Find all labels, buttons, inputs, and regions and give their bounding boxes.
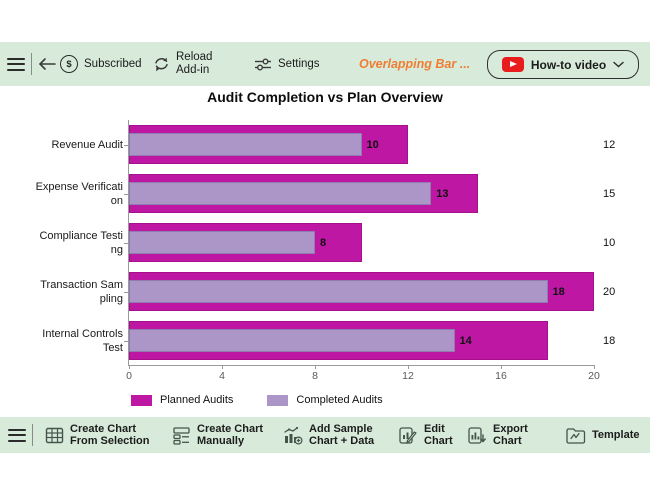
x-axis-tick-label: 4 [219,370,225,382]
edit-chart-button[interactable]: Edit Chart [398,417,453,453]
settings-sliders-icon [255,58,271,70]
planned-value-label: 18 [603,334,616,347]
x-axis-tick [222,365,223,369]
edit-chart-icon [399,426,417,444]
legend-item: Completed Audits [267,394,383,406]
planned-value-label: 20 [603,285,616,298]
youtube-icon [501,57,524,72]
subscribed-status[interactable]: $ Subscribed [60,42,142,86]
menu-icon[interactable] [8,428,26,442]
completed-bar[interactable] [129,231,315,254]
completed-value-label: 14 [459,334,472,347]
legend-label: Completed Audits [296,394,383,406]
create-chart-manually-button[interactable]: Create Chart Manually [172,417,263,453]
category-label: Expense Verificati on [35,180,123,207]
add-sample-chart-data-label: Add Sample Chart + Data [309,422,375,448]
top-menu-group [7,42,56,86]
export-chart-icon [468,426,486,444]
x-axis-tick-label: 16 [495,370,507,382]
add-sample-chart-data-button[interactable]: Add Sample Chart + Data [283,417,374,453]
chart-row: 14 18 Internal Controls Test [42,316,615,365]
x-axis-tick-label: 20 [588,370,600,382]
x-axis-tick [501,365,502,369]
chart-title: Audit Completion vs Plan Overview [207,89,443,105]
reload-icon [155,57,168,71]
completed-value-label: 10 [366,138,379,151]
category-tick [124,291,129,293]
bottom-toolbar: Create Chart From Selection Create Chart M… [0,417,650,453]
x-axis-tick [594,365,595,369]
planned-value-label: 12 [603,138,616,151]
chart-row: 8 10 Compliance Testi ng [39,218,615,267]
export-chart-button[interactable]: Export Chart [467,417,528,453]
form-layout-icon [173,426,190,445]
chart-type-title: Overlapping Bar ... [359,57,471,71]
completed-value-label: 8 [320,236,327,249]
create-chart-from-selection-label: Create Chart From Selection [70,422,150,448]
bottom-menu-group [8,417,33,453]
table-grid-icon [45,427,64,443]
howto-video-label: How-to video [530,57,607,72]
template-label: Template [592,428,640,441]
planned-value-label: 10 [603,236,616,249]
settings-button[interactable]: Settings [254,42,320,86]
legend-item: Planned Audits [131,394,233,406]
category-label: Transaction Sam pling [40,278,123,305]
x-axis-tick-label: 8 [312,370,318,382]
chart-row: 18 20 Transaction Sam pling [40,267,615,316]
x-axis-tick [129,365,130,369]
category-tick [124,340,129,342]
x-axis-tick-label: 12 [402,370,414,382]
legend-swatch [131,394,152,406]
x-axis-tick [408,365,409,369]
dollar-circle-icon: $ [60,55,78,73]
chevron-down-icon [613,61,624,68]
howto-video-button[interactable]: How-to video [487,50,639,79]
category-label: Revenue Audit [51,138,123,151]
create-chart-manually-label: Create Chart Manually [197,422,264,448]
planned-value-label: 15 [603,187,616,200]
template-folder-icon [566,427,586,444]
completed-bar[interactable] [129,280,548,303]
completed-value-label: 18 [552,285,565,298]
x-axis-tick-label: 0 [126,370,132,382]
category-tick [124,242,129,244]
completed-bar[interactable] [129,133,362,156]
export-chart-label: Export Chart [493,422,528,448]
category-label: Internal Controls Test [42,327,123,354]
back-arrow-icon[interactable] [38,57,56,71]
divider [32,424,33,446]
completed-bar[interactable] [129,182,432,205]
settings-label: Settings [278,57,320,70]
completed-bar[interactable] [129,329,455,352]
template-button[interactable]: Template [565,417,639,453]
edit-chart-label: Edit Chart [424,422,453,448]
create-chart-from-selection-button[interactable]: Create Chart From Selection [45,417,149,453]
reload-label: Reload Add-in [176,51,213,76]
bar-chart-plot-area: 10 12 Revenue Audit 13 15 Expense Verificati … [36,120,615,382]
category-tick [124,144,129,146]
top-toolbar: $ Subscribed Reload Add-in Settings Overl… [0,42,650,86]
legend-label: Planned Audits [160,394,234,406]
chart-row: 13 15 Expense Verificati on [36,169,615,218]
reload-addin-button[interactable]: Reload Add-in [153,42,212,86]
chart-legend: Planned Audits Completed Audits [131,394,383,406]
menu-icon[interactable] [7,57,25,71]
completed-value-label: 13 [436,187,449,200]
legend-swatch [267,394,289,406]
category-tick [124,193,129,195]
category-label: Compliance Testi ng [39,229,123,256]
x-axis-tick [315,365,316,369]
divider [31,53,32,75]
chart-plus-icon [284,426,303,445]
chart-row: 10 12 Revenue Audit [51,120,615,169]
subscribed-label: Subscribed [84,57,142,70]
